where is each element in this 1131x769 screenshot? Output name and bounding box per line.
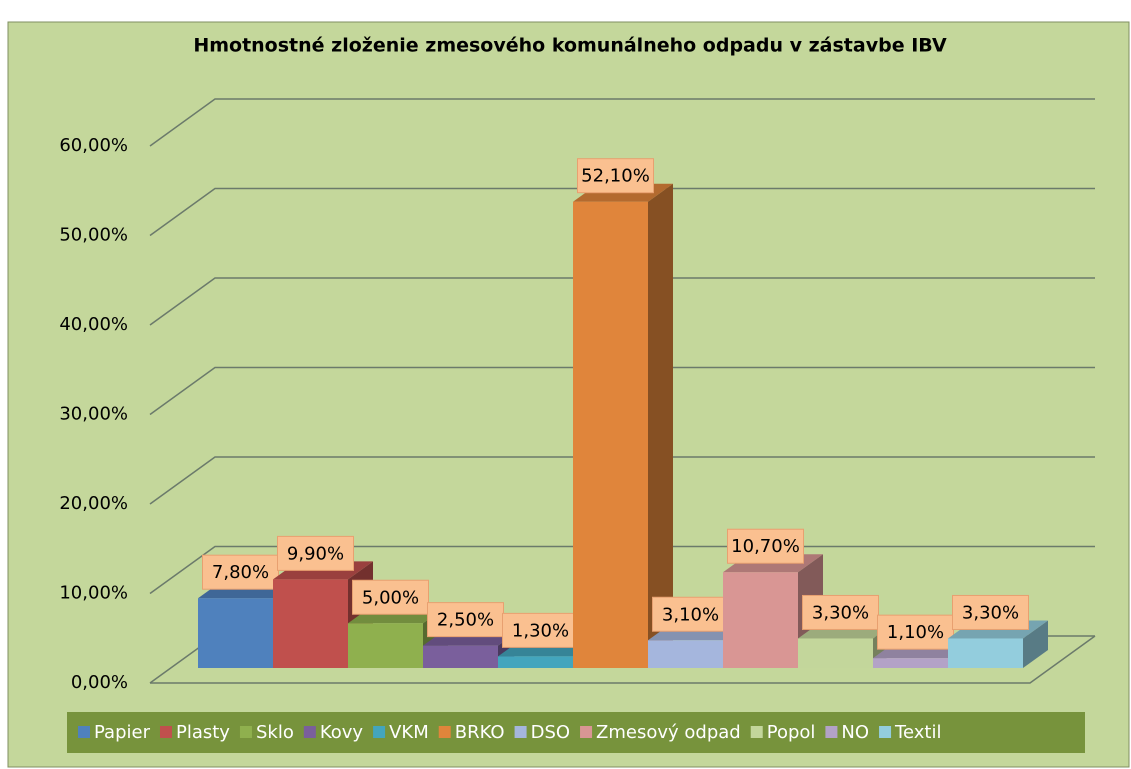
bar bbox=[798, 638, 873, 668]
legend-swatch bbox=[825, 726, 838, 738]
bar-side bbox=[648, 183, 673, 668]
legend-swatch bbox=[580, 726, 593, 738]
y-tick-label: 20,00% bbox=[59, 493, 128, 514]
grid-line bbox=[149, 98, 1095, 147]
legend-swatch bbox=[438, 726, 451, 738]
bar bbox=[498, 656, 573, 668]
data-label-box bbox=[502, 612, 579, 648]
y-tick-label: 0,00% bbox=[71, 672, 128, 693]
legend-swatch bbox=[373, 726, 386, 738]
legend-swatch bbox=[159, 726, 172, 738]
bar bbox=[948, 638, 1023, 668]
data-label: 1,10% bbox=[887, 622, 944, 643]
grid-line bbox=[149, 456, 1095, 505]
data-label: 3,30% bbox=[812, 602, 869, 623]
chart-title: Hmotnostné zloženie zmesového komunálneh… bbox=[193, 35, 947, 57]
legend-label: Zmesový odpad bbox=[596, 722, 741, 743]
data-label: 7,80% bbox=[212, 562, 269, 583]
bar bbox=[198, 598, 273, 668]
bar-side bbox=[1023, 620, 1048, 668]
data-label-box bbox=[352, 579, 429, 615]
y-tick-label: 10,00% bbox=[59, 583, 128, 604]
bar bbox=[573, 201, 648, 668]
legend-label: Popol bbox=[767, 722, 816, 743]
data-label: 3,30% bbox=[962, 602, 1019, 623]
data-label-box bbox=[277, 535, 354, 571]
y-tick-label: 60,00% bbox=[59, 135, 128, 156]
legend-label: Sklo bbox=[256, 722, 294, 743]
legend bbox=[67, 712, 1085, 753]
data-label-box bbox=[577, 158, 654, 194]
legend-label: NO bbox=[841, 722, 869, 743]
legend-label: BRKO bbox=[455, 722, 505, 743]
legend-label: VKM bbox=[389, 722, 429, 743]
data-label-box bbox=[652, 596, 729, 632]
data-label-box bbox=[202, 554, 279, 590]
y-tick-label: 40,00% bbox=[59, 314, 128, 335]
data-label: 1,30% bbox=[512, 620, 569, 641]
grid-line bbox=[149, 366, 1095, 416]
floor-edge bbox=[150, 635, 1096, 684]
legend-label: DSO bbox=[531, 722, 570, 743]
y-tick-label: 50,00% bbox=[59, 225, 128, 246]
legend-swatch bbox=[879, 726, 892, 738]
data-label: 9,90% bbox=[287, 543, 344, 564]
legend-label: Plasty bbox=[176, 722, 230, 743]
data-label-box bbox=[877, 614, 954, 650]
legend-label: Kovy bbox=[320, 722, 364, 743]
legend-swatch bbox=[750, 726, 763, 738]
bar bbox=[423, 645, 498, 668]
legend-swatch bbox=[78, 726, 90, 738]
legend-label: Textil bbox=[894, 722, 941, 743]
data-label-box bbox=[727, 528, 804, 564]
data-label: 5,00% bbox=[362, 587, 419, 608]
legend-swatch bbox=[303, 726, 316, 738]
data-label-box bbox=[427, 602, 504, 638]
bar bbox=[348, 623, 423, 668]
legend-swatch bbox=[514, 726, 527, 738]
data-label-box bbox=[802, 594, 879, 630]
y-tick-label: 30,00% bbox=[59, 404, 128, 425]
bar bbox=[648, 640, 723, 668]
bar bbox=[723, 572, 798, 668]
data-label: 3,10% bbox=[662, 604, 719, 625]
bar bbox=[273, 579, 348, 668]
bar bbox=[873, 658, 948, 668]
grid-line bbox=[149, 187, 1095, 237]
grid-line bbox=[149, 277, 1095, 326]
legend-swatch bbox=[239, 726, 252, 738]
data-label: 2,50% bbox=[437, 610, 494, 631]
data-label-box bbox=[952, 594, 1029, 630]
legend-label: Papier bbox=[94, 722, 151, 743]
data-label: 10,70% bbox=[731, 536, 800, 557]
data-label: 52,10% bbox=[581, 166, 650, 187]
